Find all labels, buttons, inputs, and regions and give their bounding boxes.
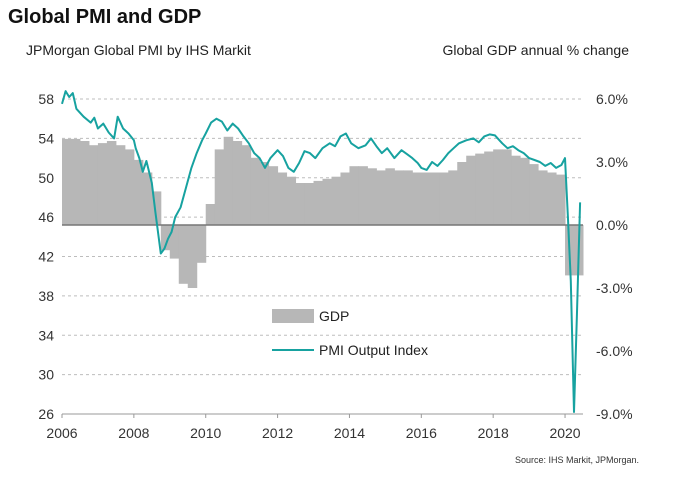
gdp-bar (115, 145, 126, 225)
gdp-bar (277, 172, 288, 225)
x-tick-label: 2018 (478, 425, 509, 441)
gdp-bar (160, 225, 171, 251)
legend-swatch-gdp (272, 309, 314, 323)
gdp-bar (70, 138, 81, 225)
gdp-bar (250, 157, 261, 225)
source-note: Source: IHS Markit, JPMorgan. (514, 455, 639, 465)
left-tick-label: 50 (38, 170, 54, 186)
gdp-area-layer (62, 136, 584, 288)
gdp-bar (349, 166, 359, 225)
gdp-bar (547, 172, 557, 225)
gdp-bar (295, 183, 306, 225)
gdp-bar (313, 180, 323, 225)
x-tick-label: 2014 (334, 425, 365, 441)
gdp-bar (259, 162, 270, 225)
left-tick-label: 58 (38, 91, 54, 107)
gdp-bar (241, 145, 252, 225)
gdp-bar (331, 176, 341, 225)
x-axis-ticks: 2006 2008 2010 2012 2014 2016 2018 2020 (46, 413, 583, 441)
right-axis-ticks: 6.0% 3.0% 0.0% -3.0% -6.0% -9.0% (596, 91, 633, 422)
gdp-bar (421, 172, 431, 225)
gdp-bar (88, 145, 99, 225)
left-axis-ticks: 58 54 50 46 42 38 34 30 26 (38, 91, 54, 422)
right-tick-label: 3.0% (596, 154, 628, 170)
gdp-bar (151, 191, 162, 225)
right-tick-label: -6.0% (596, 343, 633, 359)
x-tick-label: 2016 (406, 425, 437, 441)
right-axis-title: Global GDP annual % change (442, 42, 629, 58)
right-tick-label: -9.0% (596, 406, 633, 422)
left-tick-label: 46 (38, 209, 54, 225)
gdp-bar (268, 166, 279, 225)
left-tick-label: 54 (38, 130, 54, 146)
x-tick-label: 2020 (549, 425, 580, 441)
gdp-bar (412, 172, 422, 225)
chart-title: Global PMI and GDP (8, 6, 202, 28)
gdp-bar (430, 172, 440, 225)
x-tick-label: 2010 (190, 425, 221, 441)
gdp-bar (133, 159, 144, 225)
gdp-bar (457, 162, 467, 225)
gdp-bar (439, 172, 449, 225)
gdp-bar (187, 225, 198, 288)
gdp-bar (484, 151, 494, 225)
gdp-bar (493, 149, 503, 225)
gdp-bar (79, 141, 90, 225)
legend-label-pmi: PMI Output Index (319, 342, 428, 358)
gdp-bar (124, 149, 135, 225)
gdp-bar (358, 166, 368, 225)
gdp-bar (62, 138, 72, 225)
gdp-bar (466, 155, 476, 225)
gdp-bar (529, 164, 539, 225)
gdp-bar (205, 204, 216, 225)
right-tick-label: 6.0% (596, 91, 628, 107)
gdp-bar (502, 149, 512, 225)
gdp-bar (538, 170, 548, 225)
gdp-bar (196, 225, 207, 263)
gdp-bar (511, 155, 521, 225)
gdp-bar (520, 157, 530, 225)
gdp-bar (286, 176, 297, 225)
gdp-bar (106, 141, 117, 225)
gdp-bar (142, 172, 153, 225)
gdp-bar (340, 172, 350, 225)
gdp-bar (304, 183, 315, 225)
x-tick-label: 2006 (46, 425, 77, 441)
legend: GDP PMI Output Index (272, 308, 428, 358)
gdp-bar (448, 170, 458, 225)
x-tick-label: 2012 (262, 425, 293, 441)
gdp-bar (322, 178, 332, 225)
right-tick-label: 0.0% (596, 217, 628, 233)
gdp-bar (556, 174, 566, 225)
x-tick-label: 2008 (118, 425, 149, 441)
left-tick-label: 26 (38, 406, 54, 422)
left-tick-label: 42 (38, 249, 54, 265)
gdp-bar (475, 153, 485, 225)
left-axis-title: JPMorgan Global PMI by IHS Markit (26, 42, 251, 58)
gdp-bar (97, 143, 108, 225)
pmi-line-layer (61, 90, 582, 413)
gdp-bar (385, 168, 395, 225)
gdp-bar (367, 168, 377, 225)
gdp-bar (223, 136, 234, 225)
left-tick-label: 30 (38, 367, 54, 383)
gdp-bar (232, 141, 243, 225)
gdp-bar (403, 170, 413, 225)
left-tick-label: 38 (38, 288, 54, 304)
right-tick-label: -3.0% (596, 280, 633, 296)
gdp-bar (178, 225, 189, 284)
gdp-bar (169, 225, 180, 259)
left-tick-label: 34 (38, 327, 54, 343)
gdp-bar (394, 170, 404, 225)
legend-label-gdp: GDP (319, 308, 349, 324)
gdp-bar (376, 170, 386, 225)
gdp-bar (214, 149, 225, 225)
pmi-series-line (61, 90, 582, 413)
